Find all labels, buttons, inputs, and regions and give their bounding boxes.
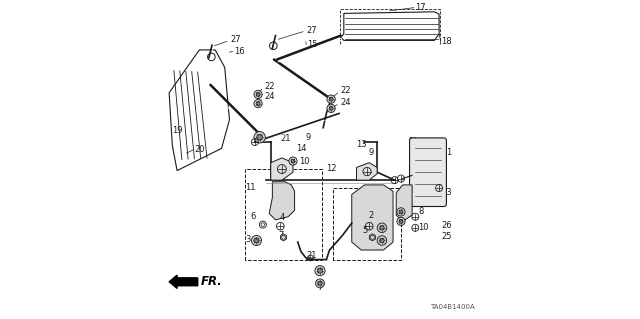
- Polygon shape: [280, 234, 287, 241]
- Text: 4: 4: [279, 213, 285, 222]
- Polygon shape: [369, 234, 376, 241]
- Text: 21: 21: [280, 134, 291, 143]
- Circle shape: [377, 236, 387, 245]
- Circle shape: [315, 266, 325, 276]
- Text: 2: 2: [368, 211, 374, 219]
- Polygon shape: [396, 185, 412, 221]
- Text: 11: 11: [245, 183, 256, 192]
- Text: 19: 19: [172, 126, 183, 135]
- Circle shape: [329, 97, 333, 101]
- Circle shape: [289, 157, 297, 165]
- Text: 9: 9: [369, 148, 374, 157]
- Circle shape: [254, 131, 266, 143]
- Text: 8: 8: [419, 207, 424, 216]
- Circle shape: [316, 279, 324, 288]
- Polygon shape: [269, 182, 294, 220]
- Text: TA04B1400A: TA04B1400A: [430, 304, 475, 310]
- Text: 15: 15: [307, 40, 318, 49]
- Circle shape: [259, 221, 266, 228]
- Circle shape: [256, 93, 260, 96]
- Circle shape: [397, 208, 405, 216]
- Text: 22: 22: [264, 82, 275, 91]
- Circle shape: [399, 210, 403, 214]
- Text: 24: 24: [264, 93, 275, 101]
- Text: 14: 14: [296, 144, 307, 153]
- Circle shape: [254, 90, 262, 99]
- Text: 6: 6: [250, 212, 255, 221]
- Text: 18: 18: [442, 38, 452, 47]
- Text: 5: 5: [362, 226, 367, 234]
- Circle shape: [329, 107, 333, 110]
- Text: 10: 10: [299, 157, 309, 166]
- Circle shape: [380, 226, 384, 230]
- Circle shape: [399, 219, 403, 223]
- FancyBboxPatch shape: [410, 138, 447, 206]
- Text: 10: 10: [419, 223, 429, 232]
- Circle shape: [291, 159, 295, 163]
- Text: 4: 4: [317, 268, 323, 278]
- Circle shape: [380, 238, 384, 243]
- FancyArrow shape: [169, 275, 198, 288]
- Polygon shape: [356, 163, 377, 180]
- Circle shape: [254, 238, 259, 243]
- Circle shape: [257, 134, 262, 140]
- Circle shape: [397, 217, 405, 226]
- Circle shape: [327, 104, 335, 113]
- Text: 12: 12: [326, 164, 336, 173]
- Polygon shape: [271, 158, 293, 180]
- Text: 13: 13: [356, 140, 367, 149]
- Circle shape: [256, 102, 260, 106]
- Text: 24: 24: [340, 98, 351, 107]
- Text: 17: 17: [415, 3, 425, 11]
- Text: 1: 1: [446, 148, 451, 157]
- Text: 7: 7: [278, 231, 284, 240]
- Circle shape: [377, 223, 387, 233]
- Text: 25: 25: [442, 232, 452, 241]
- Circle shape: [317, 268, 323, 273]
- Text: 21: 21: [408, 137, 419, 145]
- Text: 20: 20: [194, 145, 204, 154]
- Text: 26: 26: [442, 221, 452, 230]
- Text: FR.: FR.: [201, 275, 223, 288]
- Circle shape: [327, 95, 335, 103]
- Text: 27: 27: [307, 26, 317, 35]
- Circle shape: [318, 281, 322, 286]
- Text: 9: 9: [305, 133, 310, 142]
- Text: 27: 27: [230, 35, 241, 44]
- Text: 21: 21: [307, 251, 317, 260]
- Text: 23: 23: [442, 188, 452, 197]
- Text: 22: 22: [340, 86, 351, 95]
- Text: 3: 3: [245, 235, 251, 244]
- Circle shape: [254, 100, 262, 108]
- Text: 14: 14: [362, 164, 372, 173]
- Circle shape: [252, 235, 262, 246]
- Polygon shape: [352, 185, 393, 250]
- Circle shape: [261, 223, 264, 226]
- Text: 16: 16: [234, 47, 244, 56]
- Text: 7: 7: [317, 283, 323, 292]
